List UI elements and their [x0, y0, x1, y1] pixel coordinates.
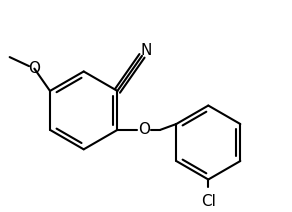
Text: O: O — [28, 61, 40, 76]
Text: O: O — [138, 122, 150, 137]
Text: N: N — [140, 43, 152, 58]
Text: Cl: Cl — [201, 194, 216, 209]
